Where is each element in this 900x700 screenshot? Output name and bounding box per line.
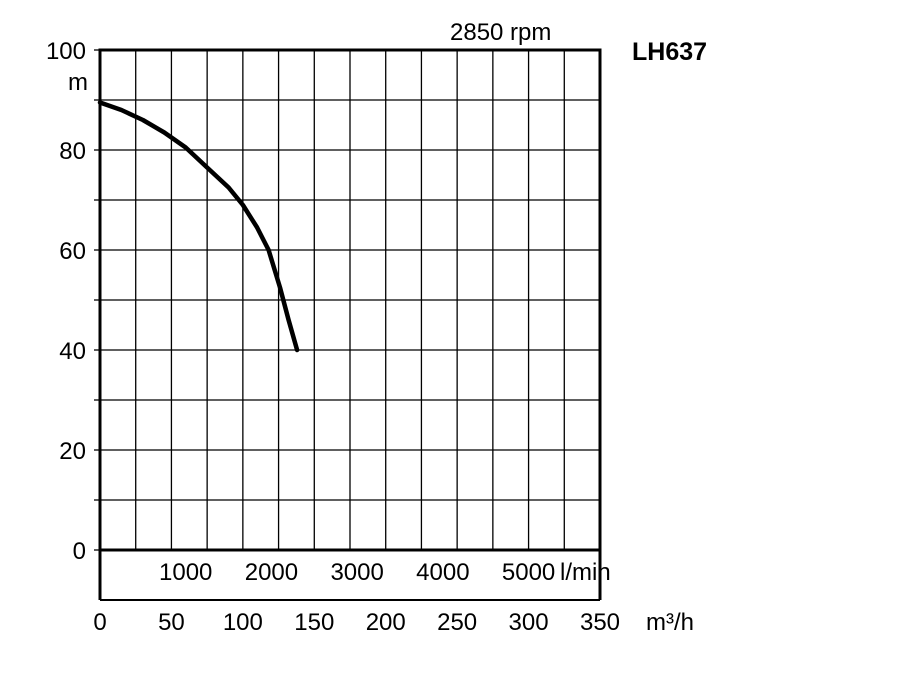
x2-tick-label: 5000 bbox=[502, 559, 555, 586]
x2-tick-label: 4000 bbox=[416, 559, 469, 586]
y-axis-label: m bbox=[68, 69, 88, 96]
x2-tick-label: 3000 bbox=[330, 559, 383, 586]
x-tick-label: 0 bbox=[93, 609, 106, 636]
x-tick-label: 200 bbox=[366, 609, 406, 636]
y-tick-label: 0 bbox=[73, 538, 86, 565]
chart-title: LH637 bbox=[632, 38, 707, 66]
x2-tick-label: 2000 bbox=[245, 559, 298, 586]
y-tick-label: 80 bbox=[59, 138, 86, 165]
y-tick-label: 100 bbox=[46, 38, 86, 65]
y-tick-label: 40 bbox=[59, 338, 86, 365]
chart-grid bbox=[94, 49, 600, 551]
x-tick-label: 250 bbox=[437, 609, 477, 636]
head-curve bbox=[97, 100, 300, 353]
y-tick-label: 20 bbox=[59, 438, 86, 465]
x2-axis-label: l/min bbox=[560, 559, 611, 586]
x-tick-label: 300 bbox=[509, 609, 549, 636]
chart-frame bbox=[98, 48, 602, 601]
x-tick-label: 350 bbox=[580, 609, 620, 636]
x-tick-label: 100 bbox=[223, 609, 263, 636]
x-axis-label: m³/h bbox=[646, 609, 694, 636]
x-tick-label: 50 bbox=[158, 609, 185, 636]
y-tick-label: 60 bbox=[59, 238, 86, 265]
plot-border bbox=[98, 48, 602, 552]
chart-subtitle: 2850 rpm bbox=[450, 19, 551, 46]
x-tick-label: 150 bbox=[294, 609, 334, 636]
x2-tick-label: 1000 bbox=[159, 559, 212, 586]
data-series bbox=[97, 100, 300, 353]
